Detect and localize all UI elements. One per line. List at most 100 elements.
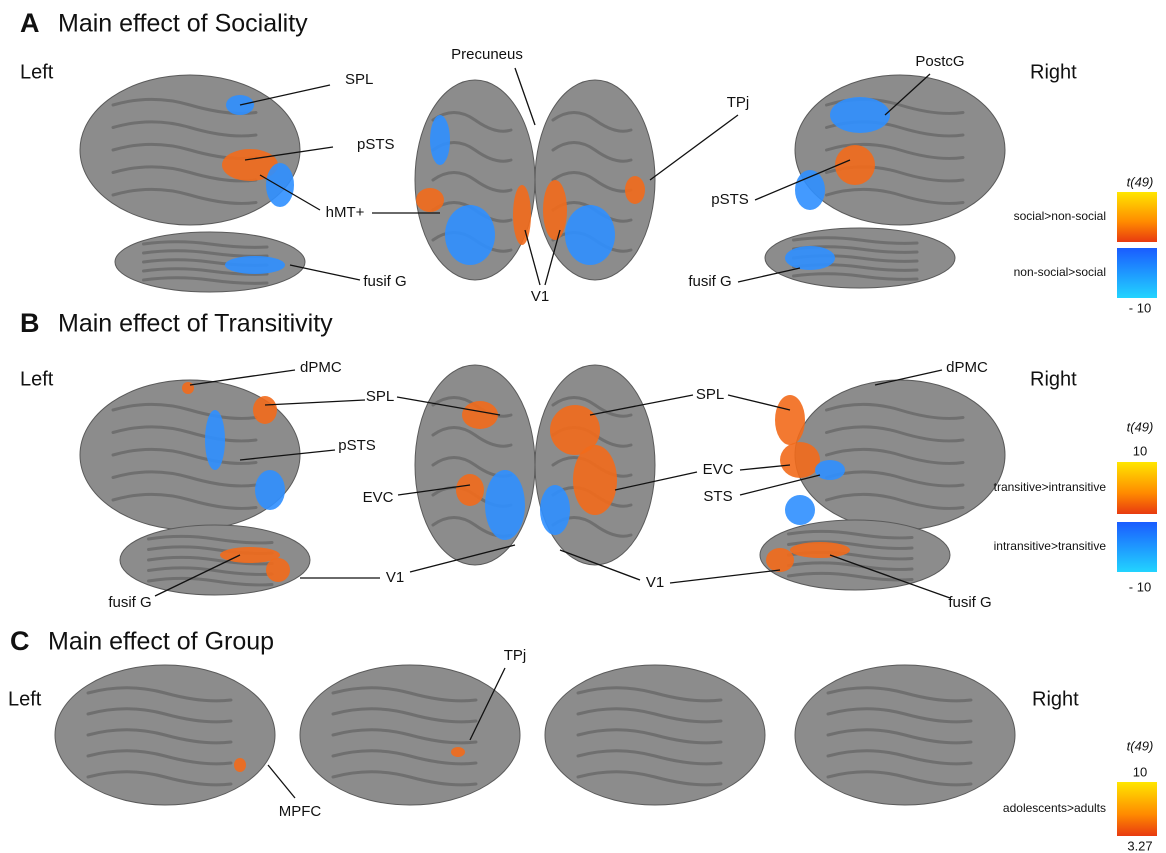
region-label: dPMC bbox=[300, 359, 342, 376]
leader-line bbox=[544, 229, 561, 286]
leader-line bbox=[397, 484, 471, 496]
side-label: Left bbox=[20, 61, 54, 83]
leader-line bbox=[524, 229, 541, 286]
sulcus bbox=[331, 749, 478, 766]
sulcus bbox=[825, 402, 965, 420]
colorbar-stat: t(49) bbox=[1127, 174, 1154, 189]
side-label: Right bbox=[1030, 368, 1077, 390]
region-label: SPL bbox=[366, 388, 394, 405]
region-label: STS bbox=[703, 488, 732, 505]
sulcus bbox=[787, 540, 914, 550]
colorbar-negative bbox=[1117, 522, 1157, 572]
sulcus bbox=[576, 749, 723, 766]
colorbar-label: social>non-social bbox=[1014, 209, 1106, 223]
region-label: SPL bbox=[345, 71, 373, 88]
activation-positive bbox=[253, 396, 277, 424]
sulcus bbox=[111, 470, 258, 488]
sulcus bbox=[576, 728, 723, 745]
sulcus bbox=[825, 492, 965, 510]
activation-negative bbox=[255, 470, 285, 510]
activation-positive bbox=[835, 145, 875, 185]
sulcus bbox=[825, 425, 965, 443]
sulcus bbox=[787, 571, 914, 582]
sulcus bbox=[431, 426, 513, 448]
sulcus bbox=[826, 770, 973, 787]
activation-negative bbox=[785, 246, 835, 270]
activation-positive bbox=[766, 548, 794, 572]
sulcus bbox=[111, 402, 258, 420]
sulcus bbox=[825, 447, 965, 465]
leader-line bbox=[154, 554, 241, 597]
region-label: V1 bbox=[646, 574, 664, 591]
leader-line bbox=[727, 394, 791, 411]
leader-line bbox=[559, 549, 641, 581]
activation-positive bbox=[416, 188, 444, 212]
activation-negative bbox=[430, 115, 450, 165]
region-label: dPMC bbox=[946, 359, 988, 376]
sulcus bbox=[331, 686, 478, 703]
leader-line bbox=[264, 399, 366, 406]
region-label: TPj bbox=[727, 94, 750, 111]
region-label: fusif G bbox=[363, 273, 406, 290]
activation-positive bbox=[780, 442, 820, 478]
sulcus bbox=[111, 492, 258, 510]
sulcus bbox=[111, 425, 258, 443]
leader-line bbox=[884, 73, 931, 116]
leader-line bbox=[409, 544, 516, 573]
region-label: EVC bbox=[703, 461, 734, 478]
activation-positive bbox=[182, 382, 194, 394]
activation-negative bbox=[815, 460, 845, 480]
region-label: PostcG bbox=[915, 53, 964, 70]
sulcus bbox=[331, 707, 478, 724]
colorbar-label: transitive>intransitive bbox=[994, 480, 1107, 494]
sulcus bbox=[576, 707, 723, 724]
region-label: fusif G bbox=[688, 273, 731, 290]
activation-positive bbox=[456, 474, 484, 506]
side-label: Left bbox=[20, 368, 54, 390]
panel-title: Main effect of Transitivity bbox=[58, 310, 333, 338]
sulcus bbox=[111, 187, 258, 205]
side-label: Right bbox=[1030, 61, 1077, 83]
colorbar-label: non-social>social bbox=[1014, 265, 1106, 279]
activation-negative bbox=[205, 410, 225, 470]
activation-negative bbox=[445, 205, 495, 265]
activation-positive bbox=[451, 747, 465, 757]
colorbar-stat: t(49) bbox=[1127, 419, 1154, 434]
activation-negative bbox=[540, 485, 570, 535]
sulcus bbox=[787, 561, 914, 571]
sulcus bbox=[86, 749, 233, 766]
region-label: fusif G bbox=[108, 594, 151, 611]
sulcus bbox=[431, 111, 513, 133]
sulcus bbox=[825, 470, 965, 488]
sulcus bbox=[826, 728, 973, 745]
activation-positive bbox=[775, 395, 805, 445]
leader-line bbox=[739, 464, 791, 471]
activation-positive bbox=[625, 176, 645, 204]
activation-positive bbox=[234, 758, 246, 772]
sulcus bbox=[551, 111, 633, 133]
leader-line bbox=[737, 267, 801, 283]
sulcus bbox=[142, 240, 269, 249]
leader-line bbox=[669, 569, 781, 584]
sulcus bbox=[147, 566, 274, 576]
sulcus bbox=[576, 770, 723, 787]
leader-line bbox=[239, 84, 331, 106]
leader-line bbox=[239, 449, 336, 461]
activation-positive bbox=[513, 185, 531, 245]
sulcus bbox=[551, 171, 633, 193]
leader-line bbox=[514, 67, 536, 126]
region-label: MPFC bbox=[279, 803, 322, 820]
panel-letter: A bbox=[20, 8, 40, 38]
colorbar-label: intransitive>transitive bbox=[994, 539, 1107, 553]
leader-line bbox=[396, 396, 501, 416]
sulcus bbox=[86, 728, 233, 745]
sulcus bbox=[147, 534, 274, 545]
sulcus bbox=[826, 749, 973, 766]
region-label: pSTS bbox=[711, 191, 749, 208]
leader-line bbox=[189, 369, 296, 386]
activation-negative bbox=[485, 470, 525, 540]
sulcus bbox=[792, 272, 919, 281]
sulcus bbox=[147, 555, 274, 566]
colorbar-min: 3.27 bbox=[1127, 838, 1152, 853]
leader-line bbox=[244, 146, 334, 161]
